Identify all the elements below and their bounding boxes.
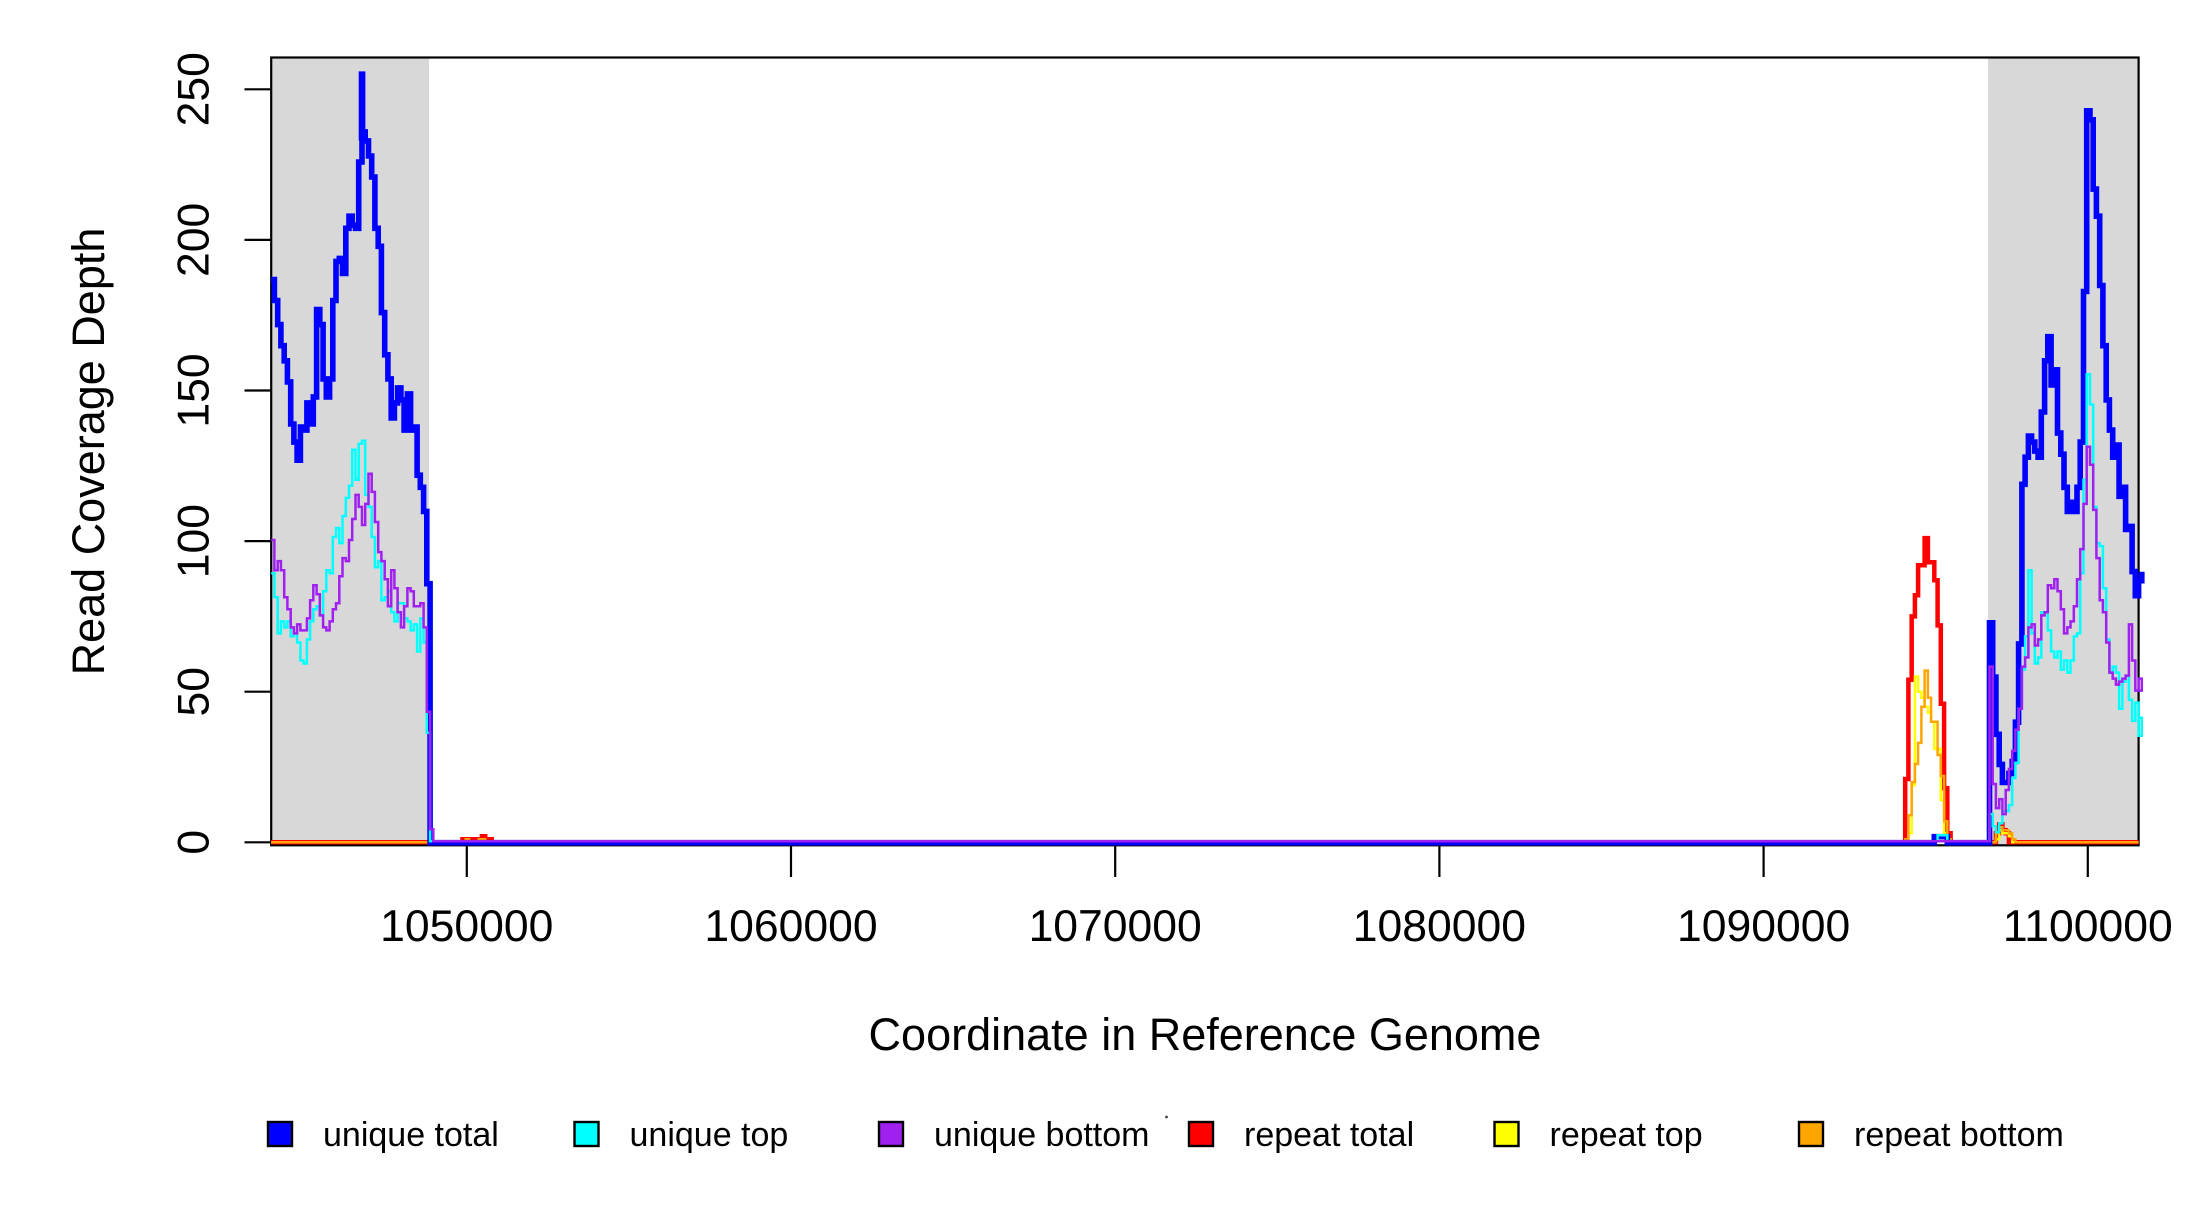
- svg-text:1070000: 1070000: [1029, 902, 1202, 951]
- svg-text:100: 100: [170, 504, 219, 578]
- svg-text:200: 200: [170, 203, 219, 277]
- svg-text:repeat top: repeat top: [1550, 1116, 1703, 1154]
- svg-text:1100000: 1100000: [2003, 902, 2173, 951]
- svg-text:repeat bottom: repeat bottom: [1854, 1116, 2064, 1154]
- svg-text:1060000: 1060000: [704, 902, 877, 951]
- svg-text:repeat total: repeat total: [1244, 1116, 1414, 1154]
- svg-text:Coordinate in Reference Genome: Coordinate in Reference Genome: [869, 1009, 1542, 1060]
- svg-text:1090000: 1090000: [1677, 902, 1850, 951]
- svg-text:0: 0: [170, 830, 219, 855]
- svg-text:unique bottom: unique bottom: [934, 1116, 1150, 1154]
- svg-text:1080000: 1080000: [1353, 902, 1526, 951]
- svg-text:250: 250: [170, 52, 219, 126]
- svg-text:1050000: 1050000: [380, 902, 553, 951]
- svg-text:unique total: unique total: [323, 1116, 499, 1154]
- svg-text:unique top: unique top: [630, 1116, 789, 1154]
- svg-text:150: 150: [170, 353, 219, 427]
- svg-text:Read Coverage Depth: Read Coverage Depth: [63, 228, 114, 676]
- svg-text:50: 50: [170, 667, 219, 717]
